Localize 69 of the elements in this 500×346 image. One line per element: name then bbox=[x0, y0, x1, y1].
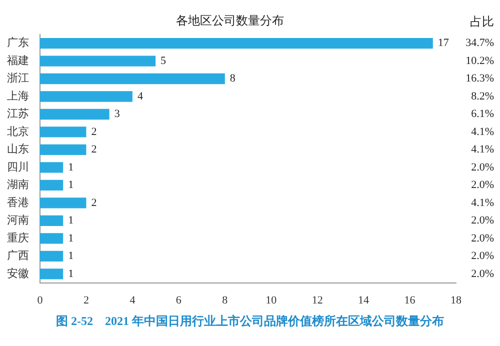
caption: 图 2-52 2021 年中国日用行业上市公司品牌价值榜所在区域公司数量分布 bbox=[56, 314, 444, 328]
text: 8.2% bbox=[471, 90, 494, 102]
bar bbox=[40, 198, 86, 208]
text: 2.0% bbox=[471, 250, 494, 262]
bar bbox=[40, 162, 64, 173]
data-label: 3 bbox=[114, 108, 120, 120]
x-tick-label: 16 bbox=[404, 294, 416, 306]
text: 4.1% bbox=[471, 126, 494, 138]
bar bbox=[40, 250, 64, 262]
y-tick-label: 山东 bbox=[7, 142, 29, 156]
y-tick-label: 广东 bbox=[7, 36, 29, 50]
chart-title: 各地区公司数量分布 bbox=[176, 13, 284, 28]
text: 2.0% bbox=[471, 214, 494, 227]
text: 2.0% bbox=[471, 179, 494, 192]
bar bbox=[40, 108, 110, 120]
data-label: 8 bbox=[230, 72, 236, 85]
y-tick-label: 上海 bbox=[7, 89, 29, 102]
y-tick-label: 广西 bbox=[7, 249, 29, 262]
x-tick-label: 10 bbox=[266, 294, 278, 306]
text: 10.2% bbox=[466, 54, 494, 67]
data-label: 4 bbox=[137, 90, 144, 102]
x-tick-label: 12 bbox=[312, 294, 323, 306]
data-label: 5 bbox=[160, 54, 167, 67]
bar bbox=[40, 91, 132, 102]
data-label: 17 bbox=[438, 37, 450, 50]
text: 4.1% bbox=[471, 144, 494, 156]
x-tick-label: 8 bbox=[222, 294, 228, 306]
data-label: 2 bbox=[91, 126, 97, 138]
y-tick-label: 湖南 bbox=[7, 178, 29, 192]
bar bbox=[40, 56, 156, 66]
y-tick-label: 四川 bbox=[7, 160, 29, 174]
bar bbox=[40, 38, 433, 49]
data-label: 1 bbox=[68, 232, 74, 244]
text: 占比 bbox=[470, 14, 494, 29]
y-tick-label: 浙江 bbox=[7, 72, 29, 85]
text: 2.0% bbox=[471, 232, 494, 244]
data-label: 1 bbox=[68, 214, 74, 227]
data-label: 2 bbox=[91, 196, 97, 209]
bar bbox=[40, 268, 64, 280]
x-tick-label: 2 bbox=[83, 294, 89, 306]
text: 2.0% bbox=[471, 161, 494, 174]
y-tick-label: 江苏 bbox=[7, 107, 29, 120]
text: 2.0% bbox=[471, 268, 494, 280]
x-tick-label: 4 bbox=[130, 294, 136, 306]
bar bbox=[40, 73, 225, 84]
y-tick-label: 安徽 bbox=[7, 266, 29, 280]
data-label: 1 bbox=[68, 250, 74, 262]
text: 34.7% bbox=[466, 37, 494, 50]
bar bbox=[40, 233, 64, 244]
y-tick-label: 重庆 bbox=[7, 231, 29, 244]
text: 6.1% bbox=[471, 108, 494, 120]
bar bbox=[40, 180, 64, 191]
text: 4.1% bbox=[471, 196, 494, 209]
data-label: 1 bbox=[68, 161, 74, 174]
x-tick-label: 18 bbox=[450, 294, 462, 306]
data-label: 1 bbox=[68, 179, 74, 192]
data-label: 2 bbox=[91, 144, 97, 156]
y-tick-label: 香港 bbox=[7, 196, 29, 209]
text: 16.3% bbox=[466, 72, 494, 85]
y-tick-label: 福建 bbox=[7, 54, 29, 67]
bar bbox=[40, 144, 86, 156]
y-tick-label: 河南 bbox=[7, 214, 29, 227]
bar bbox=[40, 126, 86, 138]
x-tick-label: 0 bbox=[37, 294, 44, 306]
x-tick-label: 6 bbox=[176, 294, 182, 306]
data-label: 1 bbox=[68, 268, 74, 280]
y-tick-label: 北京 bbox=[7, 124, 29, 138]
bar bbox=[40, 215, 64, 226]
x-tick-label: 14 bbox=[358, 294, 370, 306]
